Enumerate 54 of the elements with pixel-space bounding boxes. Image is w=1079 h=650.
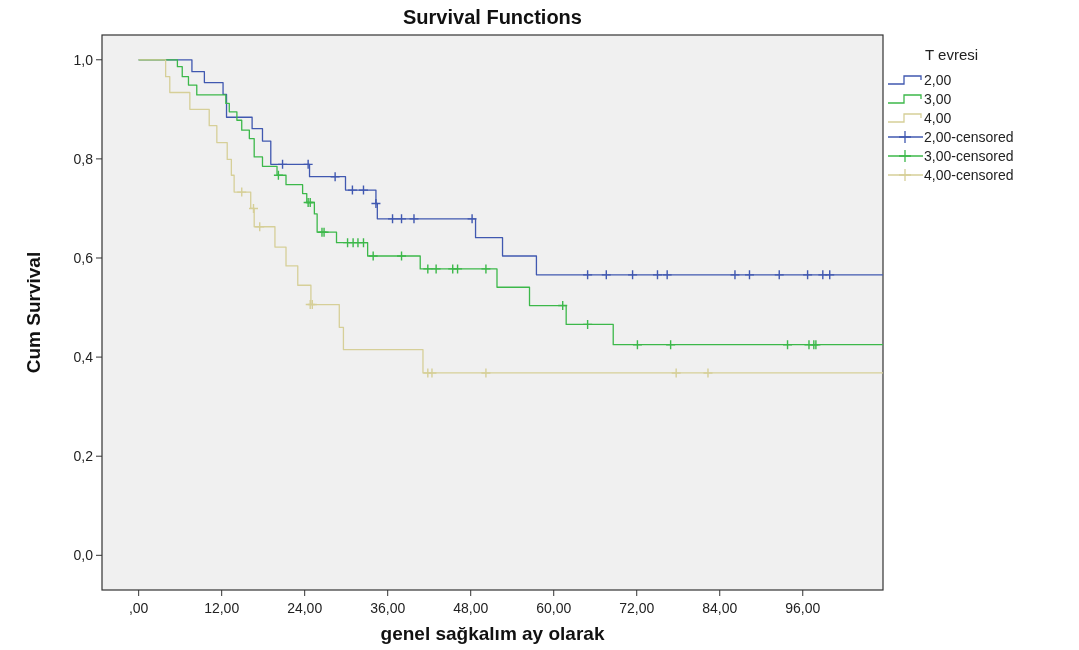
x-tick-label: 12,00 xyxy=(204,600,240,616)
x-tick-label: ,00 xyxy=(128,600,149,616)
legend-label: 4,00 xyxy=(924,110,952,126)
x-tick-label: 36,00 xyxy=(370,600,406,616)
point xyxy=(430,263,442,275)
point xyxy=(744,269,755,281)
point xyxy=(329,171,341,182)
point xyxy=(582,269,593,281)
x-tick-label: 24,00 xyxy=(287,600,323,616)
point xyxy=(702,367,714,379)
legend-label: 2,00 xyxy=(924,72,952,88)
point xyxy=(627,269,638,281)
point xyxy=(774,269,785,281)
y-tick-label: 0,0 xyxy=(73,547,94,564)
legend-label: 2,00-censored xyxy=(924,129,1014,145)
legend-title: T evresi xyxy=(925,46,979,63)
y-tick-label: 0,8 xyxy=(73,150,94,167)
point xyxy=(601,269,612,281)
point xyxy=(824,269,835,281)
point xyxy=(408,213,420,225)
point xyxy=(347,184,358,196)
point xyxy=(422,263,434,275)
point xyxy=(670,367,682,379)
x-tick-label: 60,00 xyxy=(536,600,572,616)
y-tick-label: 0,2 xyxy=(73,448,94,465)
legend-label: 3,00 xyxy=(924,91,952,107)
point xyxy=(236,186,247,198)
point xyxy=(396,250,407,262)
y-axis-title: Cum Survival xyxy=(23,251,44,374)
point xyxy=(302,159,314,170)
point xyxy=(387,213,398,225)
point xyxy=(370,198,382,209)
point xyxy=(466,213,478,225)
y-tick-label: 0,6 xyxy=(73,249,94,266)
x-axis-title: genel sağkalım ay olarak xyxy=(380,623,605,644)
point xyxy=(802,269,813,281)
point xyxy=(396,213,407,225)
point xyxy=(480,367,492,379)
chart-title: Survival Functions xyxy=(403,6,582,28)
legend-label: 4,00-censored xyxy=(924,167,1014,183)
point xyxy=(729,269,741,281)
point xyxy=(661,269,673,281)
y-tick-label: 0,4 xyxy=(73,349,94,366)
point xyxy=(358,184,369,196)
x-tick-label: 84,00 xyxy=(702,600,738,616)
point xyxy=(480,263,492,275)
legend-label: 3,00-censored xyxy=(924,148,1014,164)
point xyxy=(367,250,379,262)
x-tick-label: 48,00 xyxy=(453,600,489,616)
point xyxy=(452,263,463,275)
x-tick-label: 72,00 xyxy=(619,600,655,616)
y-tick-label: 1,0 xyxy=(73,51,94,68)
point xyxy=(652,269,663,281)
x-tick-label: 96,00 xyxy=(785,600,821,616)
